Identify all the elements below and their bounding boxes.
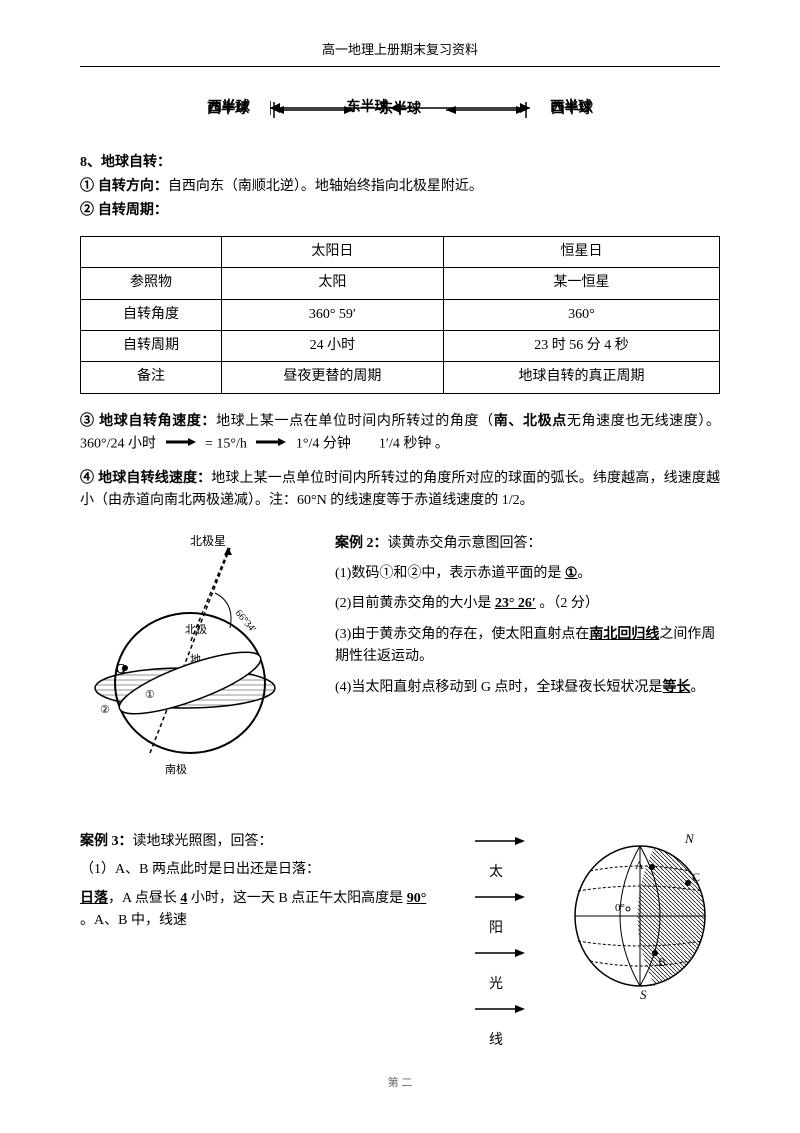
item-1: ① 自转方向：自西向东（南顺北逆）。地轴始终指向北极星附近。	[80, 174, 720, 198]
sun-arrow	[475, 834, 525, 848]
case2-q1b: 。	[577, 566, 591, 581]
case2-q1ans: ①	[565, 566, 578, 581]
item-3-text1: 地球上某一点在单位时间内所转过的角度（	[216, 414, 494, 429]
case3-title: 案例 3：	[80, 834, 133, 849]
case2-title: 案例 2：	[335, 536, 388, 551]
hemi-arrows	[269, 100, 359, 120]
cell: 地球自转的真正周期	[443, 362, 719, 393]
case3-intro: 读地球光照图，回答：	[133, 834, 273, 849]
svg-text:C: C	[692, 870, 700, 884]
svg-text:①: ①	[145, 689, 155, 701]
case3-q1: （1）A、B 两点此时是日出还是日落：	[80, 859, 440, 881]
case3-q1d: 。A、B 中，线速	[80, 913, 187, 928]
case-2-text: 案例 2：读黄赤交角示意图回答： (1)数码①和②中，表示赤道平面的是 ①。 (…	[335, 533, 720, 791]
arrow-icon	[256, 433, 286, 455]
hemi-w: 西半球	[207, 99, 249, 121]
cell: 备注	[81, 362, 222, 393]
svg-text:南极: 南极	[165, 762, 187, 776]
item-3-eq2: 1°/4 分钟 1′/4 秒钟 。	[296, 437, 449, 452]
arrow-icon	[166, 433, 196, 455]
cell: 24 小时	[221, 330, 443, 361]
cell: 太阳日	[221, 236, 443, 267]
sunlight-label: 太 阳 光 线	[460, 831, 540, 1055]
section-8: 8、地球自转： ① 自转方向：自西向东（南顺北逆）。地轴始终指向北极星附近。 ②…	[80, 152, 720, 221]
case2-intro: 读黄赤交角示意图回答：	[388, 536, 542, 551]
svg-text:S: S	[640, 987, 647, 1001]
cell: 某一恒星	[443, 268, 719, 299]
cell	[81, 236, 222, 267]
sun-char: 阳	[460, 915, 540, 943]
svg-text:66°34′: 66°34′	[233, 608, 258, 635]
item-3-eq1: = 15°/h	[205, 437, 247, 452]
case-3-box: 案例 3：读地球光照图，回答： （1）A、B 两点此时是日出还是日落： 日落，A…	[80, 831, 720, 1055]
item-4: ④ 地球自转线速度：地球上某一点单位时间内所转过的角度所对应的球面的弧长。纬度越…	[80, 466, 720, 513]
case3-text: 案例 3：读地球光照图，回答： （1）A、B 两点此时是日出还是日落： 日落，A…	[80, 831, 440, 939]
cell: 自转周期	[81, 330, 222, 361]
item-3-label: ③ 地球自转角速度：	[80, 412, 216, 428]
case3-q1b: ，A 点昼长	[108, 891, 180, 906]
cell: 自转角度	[81, 299, 222, 330]
case3-q1c: 小时，这一天 B 点正午太阳高度是	[187, 891, 406, 906]
case3-ans1: 日落	[80, 891, 108, 906]
case2-q3a: (3)由于黄赤交角的存在，使太阳直射点在	[335, 627, 589, 642]
svg-text:②: ②	[100, 704, 110, 716]
sun-char: 光	[460, 971, 540, 999]
svg-text:0°: 0°	[615, 902, 625, 914]
hemisphere-diagram-actual: 西半球 东半球 西半球	[80, 99, 720, 121]
page-number: 第 二	[80, 1075, 720, 1093]
item-4-label: ④ 地球自转线速度：	[80, 469, 211, 485]
case3-ans3: 90°	[407, 891, 427, 906]
sun-arrow	[475, 1002, 525, 1016]
item-3: ③ 地球自转角速度：地球上某一点在单位时间内所转过的角度（南、北极点无角速度也无…	[80, 409, 720, 456]
svg-text:北极: 北极	[185, 622, 207, 636]
case-2-box: 北极星 北极 地 轴 G ① ② 南极 66°34′ 案例 2	[80, 533, 720, 791]
case2-q4b: 。	[690, 680, 704, 695]
item-1-text: 自西向东（南顺北逆）。地轴始终指向北极星附近。	[168, 179, 483, 194]
case2-q4a: (4)当太阳直射点移动到 G 点时，全球昼夜长短状况是	[335, 680, 662, 695]
cell: 昼夜更替的周期	[221, 362, 443, 393]
case2-q2a: (2)目前黄赤交角的大小是	[335, 596, 495, 611]
cell: 23 时 56 分 4 秒	[443, 330, 719, 361]
item-3-bold: 南、北极点	[494, 414, 567, 429]
section-8-title: 8、地球自转：	[80, 152, 720, 174]
cell: 参照物	[81, 268, 222, 299]
sun-arrow	[475, 890, 525, 904]
polaris-label: 北极星	[190, 534, 226, 548]
globe-diagram: N S A C B 0°	[560, 831, 720, 1009]
page-header: 高一地理上册期末复习资料	[80, 40, 720, 67]
obliquity-diagram: 北极星 北极 地 轴 G ① ② 南极 66°34′	[80, 533, 320, 791]
case2-q4ans: 等长	[662, 680, 690, 695]
cell: 太阳	[221, 268, 443, 299]
sun-char: 太	[460, 859, 540, 887]
sun-arrow	[475, 946, 525, 960]
case2-q2b: 。（2 分）	[536, 596, 599, 611]
cell: 360°	[443, 299, 719, 330]
item-1-label: ① 自转方向：	[80, 177, 168, 193]
sun-char: 线	[460, 1027, 540, 1055]
case2-q1a: (1)数码①和②中，表示赤道平面的是	[335, 566, 561, 581]
svg-text:N: N	[684, 831, 695, 846]
hemi-arrows2	[441, 100, 531, 120]
rotation-period-table: 太阳日 恒星日 参照物 太阳 某一恒星 自转角度 360° 59′ 360° 自…	[80, 236, 720, 394]
hemi-w2: 西半球	[551, 99, 593, 121]
cell: 360° 59′	[221, 299, 443, 330]
svg-text:A: A	[635, 858, 644, 872]
hemisphere-east: 东半球	[347, 97, 389, 119]
cell: 恒星日	[443, 236, 719, 267]
item-2-label: ② 自转周期：	[80, 198, 720, 220]
svg-text:B: B	[658, 955, 666, 969]
case2-q3ans: 南北回归线	[589, 627, 659, 642]
case2-q2ans: 23° 26′	[495, 596, 536, 611]
